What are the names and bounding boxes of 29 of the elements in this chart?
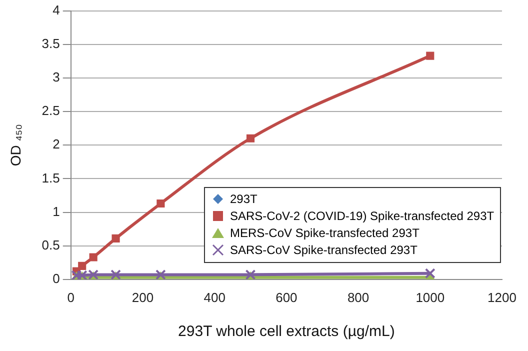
x-tick-label: 1000 xyxy=(416,290,445,305)
y-tick-label: 1.5 xyxy=(42,170,60,186)
y-axis-title: OD ₄₅₀ xyxy=(7,124,24,166)
point xyxy=(156,199,165,208)
legend-label: SARS-CoV-2 (COVID-19) Spike-transfected 293T xyxy=(230,208,494,225)
y-tick-label: 3.5 xyxy=(42,36,60,51)
x-tick-label: 600 xyxy=(276,290,298,305)
point xyxy=(426,52,434,60)
y-tick-label: 3 xyxy=(52,70,60,85)
x-tick-label: 200 xyxy=(132,290,154,305)
point xyxy=(112,234,120,242)
y-tick-label: 2 xyxy=(52,136,60,152)
x-axis-title: 293T whole cell extracts (µg/mL) xyxy=(178,323,395,340)
point xyxy=(78,262,86,270)
point xyxy=(246,134,255,142)
y-tick-label: 0.5 xyxy=(42,237,60,252)
y-tick-label: 0 xyxy=(52,270,60,286)
y-tick-label: 4 xyxy=(52,2,60,18)
legend-label: MERS-CoV Spike-transfected 293T xyxy=(230,224,420,242)
x-tick-label: 1200 xyxy=(488,290,516,305)
legend-label: SARS-CoV Spike-transfected 293T xyxy=(230,242,418,259)
x-tick-label: 400 xyxy=(204,290,226,305)
y-tick-label: 2.5 xyxy=(42,103,60,118)
x-tick-label: 0 xyxy=(67,290,74,305)
point xyxy=(424,268,436,279)
point xyxy=(89,253,98,262)
x-tick-label: 800 xyxy=(347,290,370,305)
legend-label: 293T xyxy=(230,190,258,208)
y-tick-label: 1 xyxy=(52,204,60,219)
